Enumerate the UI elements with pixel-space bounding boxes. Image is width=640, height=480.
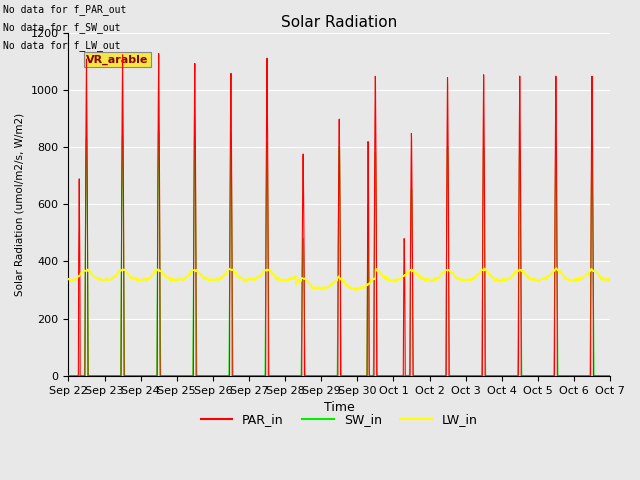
Text: No data for f_LW_out: No data for f_LW_out	[3, 40, 121, 51]
Y-axis label: Solar Radiation (umol/m2/s, W/m2): Solar Radiation (umol/m2/s, W/m2)	[15, 113, 25, 296]
Text: No data for f_PAR_out: No data for f_PAR_out	[3, 4, 127, 15]
Legend: PAR_in, SW_in, LW_in: PAR_in, SW_in, LW_in	[196, 408, 483, 432]
X-axis label: Time: Time	[324, 401, 355, 414]
Text: No data for f_SW_out: No data for f_SW_out	[3, 22, 121, 33]
Title: Solar Radiation: Solar Radiation	[281, 15, 397, 30]
Text: VR_arable: VR_arable	[86, 54, 148, 65]
